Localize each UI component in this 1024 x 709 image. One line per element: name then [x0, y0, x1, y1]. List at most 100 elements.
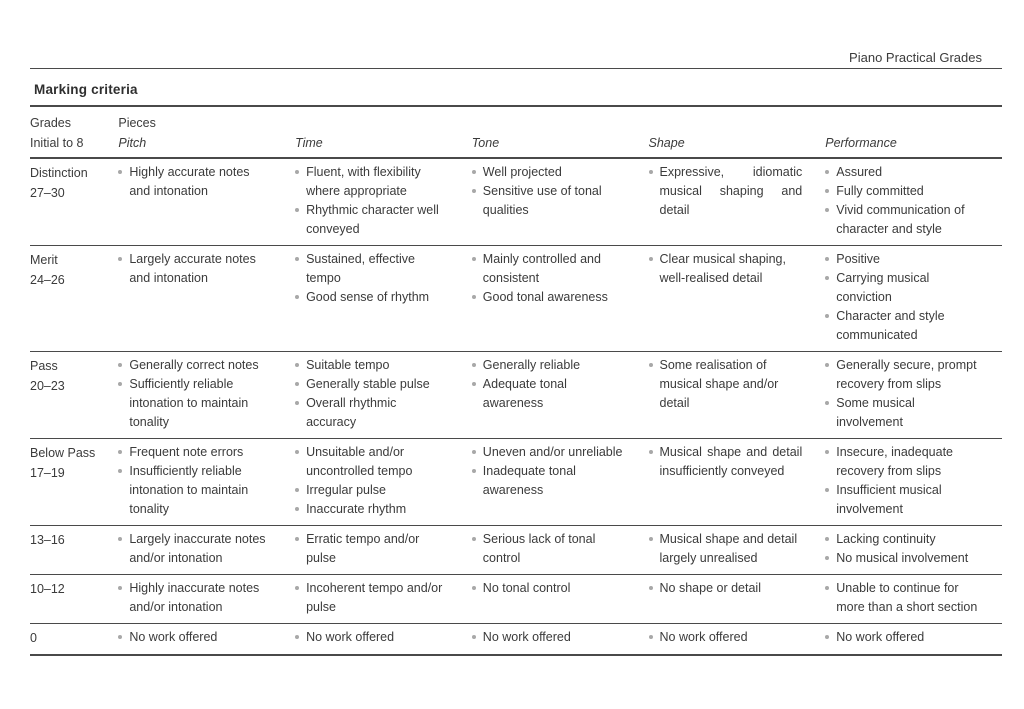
criterion-text: Fully committed [836, 184, 924, 198]
tone-cell: No tonal control [472, 575, 649, 624]
criteria-list: Some realisation of musical shape and/or… [649, 356, 803, 413]
criterion-item: Fluent, with flexibility where appropria… [295, 163, 449, 201]
criterion-text: Good sense of rhythm [306, 290, 430, 304]
criterion-text: No work offered [306, 630, 395, 644]
shape-cell: Musical shape and detail largely unreali… [649, 526, 826, 575]
criterion-item: Rhythmic character well conveyed [295, 201, 449, 239]
time-cell: Erratic tempo and/or pulse [295, 526, 472, 575]
doc-title: Piano Practical Grades [849, 50, 982, 65]
criterion-item: Insufficiently reliable intonation to ma… [118, 462, 272, 519]
criteria-list: Mainly controlled and consistent Good ton… [472, 250, 626, 307]
bullet-icon [295, 481, 306, 500]
shape-cell: Clear musical shaping, well-realised det… [649, 246, 826, 352]
criterion-text: No work offered [129, 630, 218, 644]
bullet-icon [295, 443, 306, 481]
shape-cell: Musical shape and detail insufficiently … [649, 439, 826, 526]
bullet-icon [649, 356, 660, 413]
criterion-text: Highly inaccurate notes and/or intonatio… [129, 581, 260, 614]
criteria-list: No shape or detail [649, 579, 803, 598]
grade-cell: Pass 20–23 [30, 352, 118, 439]
bullet-icon [118, 163, 129, 201]
criterion-item: Insufficient musical involvement [825, 481, 979, 519]
bullet-icon [295, 288, 306, 307]
criterion-item: Highly accurate notes and intonation [118, 163, 272, 201]
bullet-icon [295, 394, 306, 432]
tone-cell: Well projected Sensitive use of tonal qua… [472, 158, 649, 246]
time-cell: Suitable tempo Generally stable pulse Over… [295, 352, 472, 439]
criterion-item: Good tonal awareness [472, 288, 626, 307]
shape-cell: Some realisation of musical shape and/or… [649, 352, 826, 439]
bullet-icon [118, 462, 129, 519]
criterion-text: Adequate tonal awareness [482, 377, 567, 410]
criterion-item: Musical shape and detail largely unreali… [649, 530, 803, 568]
pitch-cell: Largely inaccurate notes and/or intonati… [118, 526, 295, 575]
criterion-item: Irregular pulse [295, 481, 449, 500]
shape-header-label: Shape [648, 136, 685, 150]
criterion-item: Some realisation of musical shape and/or… [649, 356, 803, 413]
criterion-text: Clear musical shaping, well-realised det… [659, 252, 786, 285]
bullet-icon [825, 163, 836, 182]
criterion-item: Inadequate tonal awareness [472, 462, 626, 500]
criterion-text: Sustained, effective tempo [306, 252, 415, 285]
bullet-icon [472, 530, 483, 568]
criterion-item: No work offered [118, 628, 272, 647]
table-row: Merit 24–26 Largely accurate notes and int… [30, 246, 1002, 352]
grade-label: 10–12 [30, 582, 65, 596]
bullet-icon [825, 481, 836, 519]
bullet-icon [472, 462, 483, 500]
criterion-text: Generally correct notes [129, 358, 259, 372]
bullet-icon [472, 579, 483, 598]
time-header-label: Time [295, 136, 323, 150]
bullet-icon [649, 443, 660, 481]
criterion-text: No tonal control [482, 581, 571, 595]
time-column-header: Time [295, 106, 472, 158]
criterion-item: Assured [825, 163, 979, 182]
criterion-text: Generally secure, prompt recovery from s… [836, 358, 977, 391]
pitch-header-label: Pitch [118, 136, 147, 150]
bullet-icon [472, 628, 483, 647]
criteria-list: Expressive, idiomatic musical shaping an… [649, 163, 803, 220]
performance-cell: Unable to continue for more than a short… [825, 575, 1002, 624]
criterion-item: Vivid communication of character and sty… [825, 201, 979, 239]
shape-column-header: Shape [649, 106, 826, 158]
criterion-text: Some realisation of musical shape and/or… [659, 358, 779, 410]
bullet-icon [295, 163, 306, 201]
bullet-icon [649, 530, 660, 568]
tone-cell: Uneven and/or unreliable Inadequate tonal… [472, 439, 649, 526]
tone-cell: No work offered [472, 624, 649, 656]
pitch-cell: Largely accurate notes and intonation [118, 246, 295, 352]
bullet-icon [118, 375, 129, 432]
criterion-text: Generally stable pulse [306, 377, 430, 391]
bullet-icon [118, 579, 129, 617]
bullet-icon [295, 201, 306, 239]
criteria-list: Generally reliable Adequate tonal awarene… [472, 356, 626, 413]
table-row: 13–16 Largely inaccurate notes and/or int… [30, 526, 1002, 575]
criteria-list: Highly inaccurate notes and/or intonatio… [118, 579, 272, 617]
criterion-item: Generally correct notes [118, 356, 272, 375]
table-row: 10–12 Highly inaccurate notes and/or into… [30, 575, 1002, 624]
pitch-column-header: Pieces Pitch [118, 106, 295, 158]
criterion-item: No work offered [295, 628, 449, 647]
criterion-item: Sustained, effective tempo [295, 250, 449, 288]
criterion-text: Inaccurate rhythm [306, 502, 407, 516]
time-cell: Unsuitable and/or uncontrolled tempo Irre… [295, 439, 472, 526]
grades-header-label: Grades [30, 116, 71, 130]
criterion-text: Musical shape and detail insufficiently … [659, 445, 803, 478]
pitch-cell: Highly accurate notes and intonation [118, 158, 295, 246]
bullet-icon [472, 443, 483, 462]
criterion-text: Character and style communicated [836, 309, 945, 342]
time-cell: No work offered [295, 624, 472, 656]
criterion-text: Sufficiently reliable intonation to main… [129, 377, 249, 429]
criterion-text: Frequent note errors [129, 445, 244, 459]
criteria-list: Serious lack of tonal control [472, 530, 626, 568]
grade-cell: Merit 24–26 [30, 246, 118, 352]
criteria-list: Assured Fully committed Vivid communicatio… [825, 163, 979, 239]
performance-cell: Positive Carrying musical conviction Chara… [825, 246, 1002, 352]
criteria-list: Uneven and/or unreliable Inadequate tonal… [472, 443, 626, 500]
criteria-list: No work offered [295, 628, 449, 647]
criteria-list: No work offered [649, 628, 803, 647]
criteria-list: Musical shape and detail insufficiently … [649, 443, 803, 481]
criterion-item: Some musical involvement [825, 394, 979, 432]
performance-cell: No work offered [825, 624, 1002, 656]
criterion-item: Highly inaccurate notes and/or intonatio… [118, 579, 272, 617]
